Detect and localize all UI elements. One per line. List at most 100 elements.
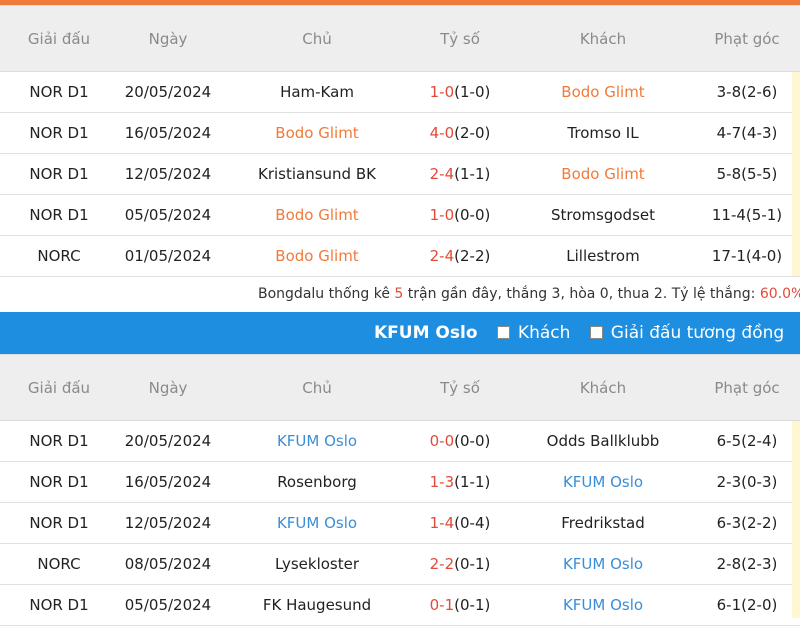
away-checkbox[interactable] [497, 326, 510, 339]
header-league: Giải đấu [0, 6, 118, 72]
header-league: Giải đấu [0, 355, 118, 421]
header-home: Chủ [218, 6, 416, 72]
score-fulltime: 1-3 [430, 473, 455, 491]
date-cell: 16/05/2024 [118, 113, 218, 153]
table-row: NOR D105/05/2024FK HaugesundKFUM Oslo6-1… [0, 585, 800, 626]
score-halftime: (2-2) [454, 247, 490, 265]
league-cell: NOR D1 [0, 462, 118, 502]
score-fulltime: 2-4 [430, 247, 455, 265]
corner-cell: 3-8(2-6) [702, 72, 792, 112]
league-cell: NORC [0, 544, 118, 584]
away-team-link[interactable]: Lillestrom [504, 236, 702, 276]
away-team-link[interactable]: Stromsgodset [504, 195, 702, 235]
table2-header: Giải đấu Ngày Chủ Tỷ số Khách Phạt góc [0, 354, 800, 421]
team-name: KFUM Oslo [374, 323, 478, 343]
header-corner: Phạt góc [702, 6, 792, 72]
same-league-checkbox[interactable] [590, 326, 603, 339]
score-fulltime: 2-2 [430, 555, 455, 573]
score-cell[interactable]: 1-0(1-0) [416, 72, 504, 112]
home-team-link[interactable]: Lysekloster [218, 544, 416, 584]
corner-cell: 4-7(4-3) [702, 113, 792, 153]
table1-header: Giải đấu Ngày Chủ Tỷ số Khách Phạt góc [0, 5, 800, 72]
score-fulltime: 1-4 [430, 514, 455, 532]
home-team-link[interactable]: Bodo Glimt [218, 236, 416, 276]
corner-cell: 5-8(5-5) [702, 154, 792, 194]
score-cell[interactable]: 0-1(0-1) [416, 585, 504, 625]
score-halftime: (1-1) [454, 473, 490, 491]
date-cell: 05/05/2024 [118, 195, 218, 235]
league-cell: NOR D1 [0, 421, 118, 461]
right-edge-strip [792, 72, 800, 276]
league-cell: NOR D1 [0, 585, 118, 625]
score-cell[interactable]: 2-4(1-1) [416, 154, 504, 194]
away-team-link[interactable]: Bodo Glimt [504, 72, 702, 112]
home-team-link[interactable]: Kristiansund BK [218, 154, 416, 194]
score-fulltime: 1-0 [430, 206, 455, 224]
score-cell[interactable]: 4-0(2-0) [416, 113, 504, 153]
score-cell[interactable]: 0-0(0-0) [416, 421, 504, 461]
home-team-link[interactable]: Bodo Glimt [218, 195, 416, 235]
score-cell[interactable]: 2-4(2-2) [416, 236, 504, 276]
score-fulltime: 1-0 [430, 83, 455, 101]
away-team-link[interactable]: Odds Ballklubb [504, 421, 702, 461]
score-cell[interactable]: 1-3(1-1) [416, 462, 504, 502]
score-halftime: (1-0) [454, 83, 490, 101]
away-team-link[interactable]: KFUM Oslo [504, 544, 702, 584]
score-cell[interactable]: 1-4(0-4) [416, 503, 504, 543]
corner-cell: 2-8(2-3) [702, 544, 792, 584]
away-team-link[interactable]: KFUM Oslo [504, 585, 702, 625]
table-row: NOR D112/05/2024KFUM Oslo Fredrikstad6-3(… [0, 503, 800, 544]
score-cell[interactable]: 1-0(0-0) [416, 195, 504, 235]
table-row: NORC01/05/2024Bodo GlimtLillestrom17-1(4… [0, 236, 800, 277]
score-halftime: (0-4) [454, 514, 490, 532]
corner-cell: 11-4(5-1) [702, 195, 792, 235]
table-row: NOR D120/05/2024Ham-KamBodo Glimt3-8(2-6… [0, 72, 800, 113]
away-team-link[interactable]: Bodo Glimt [504, 154, 702, 194]
away-label[interactable]: Khách [518, 323, 570, 343]
score-halftime: (0-1) [454, 596, 490, 614]
league-cell: NOR D1 [0, 113, 118, 153]
score-cell[interactable]: 2-2(0-1) [416, 544, 504, 584]
right-edge-strip [792, 421, 800, 618]
table-row: NOR D105/05/2024Bodo Glimt Stromsgodset11… [0, 195, 800, 236]
home-team-link[interactable]: FK Haugesund [218, 585, 416, 625]
team-filter-bar: KFUM Oslo Khách Giải đấu tương đồng [0, 312, 800, 354]
score-halftime: (2-0) [454, 124, 490, 142]
away-team-link[interactable]: KFUM Oslo [504, 462, 702, 502]
score-fulltime: 4-0 [430, 124, 455, 142]
stats-win-rate: 60.0% [760, 286, 800, 302]
home-team-link[interactable]: KFUM Oslo [218, 421, 416, 461]
table-row: NOR D112/05/2024Kristiansund BKBodo Glim… [0, 154, 800, 195]
corner-cell: 6-5(2-4) [702, 421, 792, 461]
same-league-label[interactable]: Giải đấu tương đồng [611, 323, 784, 343]
away-team-link[interactable]: Tromso IL [504, 113, 702, 153]
corner-cell: 6-3(2-2) [702, 503, 792, 543]
score-halftime: (0-1) [454, 555, 490, 573]
header-date: Ngày [118, 6, 218, 72]
stats-prefix: Bongdalu thống kê [258, 286, 390, 302]
header-corner: Phạt góc [702, 355, 792, 421]
table-row: NORC08/05/2024Lysekloster KFUM Oslo2-8(2-… [0, 544, 800, 585]
home-team-link[interactable]: Rosenborg [218, 462, 416, 502]
score-halftime: (0-0) [454, 432, 490, 450]
home-team-link[interactable]: Ham-Kam [218, 72, 416, 112]
header-away: Khách [504, 6, 702, 72]
table-row: NOR D116/05/2024Bodo Glimt Tromso IL4-7(4… [0, 113, 800, 154]
stats-summary: Bongdalu thống kê 5 trận gần đây, thắng … [0, 276, 800, 312]
date-cell: 20/05/2024 [118, 421, 218, 461]
home-team-link[interactable]: KFUM Oslo [218, 503, 416, 543]
home-team-link[interactable]: Bodo Glimt [218, 113, 416, 153]
league-cell: NOR D1 [0, 195, 118, 235]
header-date: Ngày [118, 355, 218, 421]
date-cell: 08/05/2024 [118, 544, 218, 584]
date-cell: 05/05/2024 [118, 585, 218, 625]
date-cell: 12/05/2024 [118, 154, 218, 194]
date-cell: 12/05/2024 [118, 503, 218, 543]
score-fulltime: 2-4 [430, 165, 455, 183]
corner-cell: 17-1(4-0) [702, 236, 792, 276]
stats-count: 5 [394, 286, 403, 302]
stats-middle: trận gần đây, thắng 3, hòa 0, thua 2. Tỷ… [408, 286, 756, 302]
date-cell: 16/05/2024 [118, 462, 218, 502]
league-cell: NOR D1 [0, 503, 118, 543]
away-team-link[interactable]: Fredrikstad [504, 503, 702, 543]
